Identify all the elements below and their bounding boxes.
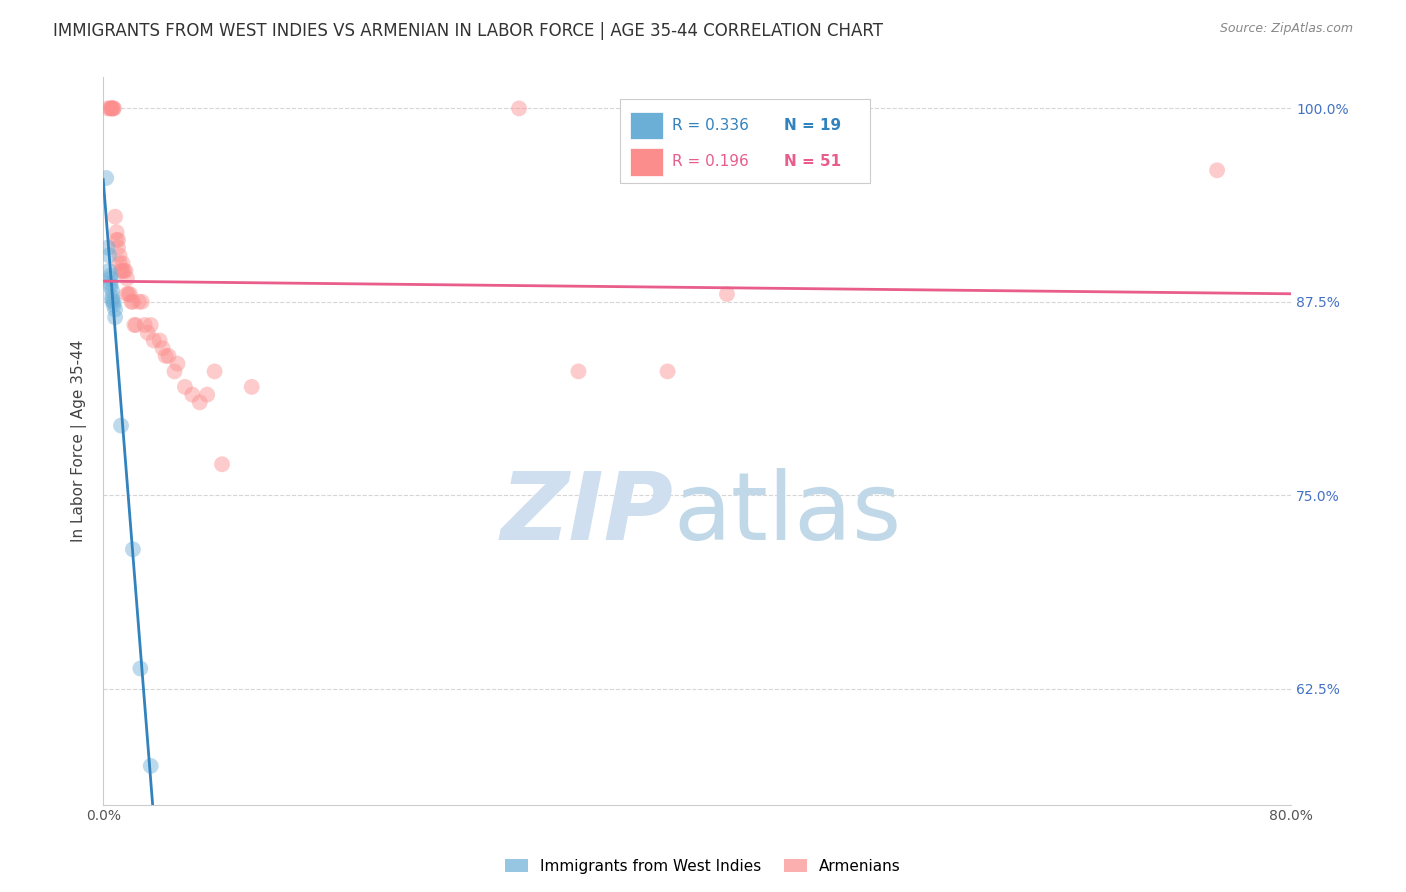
Point xyxy=(567,364,589,378)
Point xyxy=(101,102,124,116)
Point xyxy=(117,287,139,301)
Point xyxy=(149,334,172,348)
Point xyxy=(122,542,145,557)
Point xyxy=(131,294,153,309)
Point xyxy=(115,271,138,285)
Point xyxy=(100,279,122,293)
Point xyxy=(114,264,136,278)
Point xyxy=(195,387,218,401)
Point xyxy=(155,349,177,363)
Point xyxy=(157,349,180,363)
Point xyxy=(166,357,188,371)
Point xyxy=(96,171,118,186)
Point xyxy=(107,241,129,255)
Point xyxy=(111,256,134,270)
Text: N = 19: N = 19 xyxy=(785,118,841,133)
Point xyxy=(97,241,120,255)
Point xyxy=(142,334,165,348)
Point xyxy=(124,318,146,332)
Text: ZIP: ZIP xyxy=(501,467,673,560)
Text: atlas: atlas xyxy=(673,467,901,560)
Point xyxy=(716,287,738,301)
Point xyxy=(128,294,150,309)
Point xyxy=(104,310,127,325)
Point xyxy=(181,387,204,401)
Point xyxy=(112,264,135,278)
Point xyxy=(98,264,121,278)
Point xyxy=(103,102,125,116)
Point xyxy=(101,290,124,304)
Point xyxy=(174,380,197,394)
Point xyxy=(657,364,679,378)
Point xyxy=(136,326,159,340)
Point xyxy=(111,264,134,278)
Bar xyxy=(620,99,869,183)
Point xyxy=(110,418,132,433)
Point xyxy=(100,268,122,283)
Text: R = 0.336: R = 0.336 xyxy=(672,118,749,133)
Point xyxy=(139,759,162,773)
FancyBboxPatch shape xyxy=(630,112,662,139)
Point xyxy=(103,298,125,312)
Point xyxy=(101,284,124,298)
Point xyxy=(100,102,122,116)
Point xyxy=(115,287,138,301)
Point xyxy=(118,287,141,301)
Point xyxy=(125,318,148,332)
Text: R = 0.196: R = 0.196 xyxy=(672,154,749,169)
Point xyxy=(107,233,129,247)
Point xyxy=(163,364,186,378)
Point xyxy=(100,102,122,116)
Point xyxy=(139,318,162,332)
Point xyxy=(152,341,174,355)
Point xyxy=(104,302,127,317)
Point xyxy=(108,256,131,270)
Point xyxy=(1206,163,1229,178)
Text: Source: ZipAtlas.com: Source: ZipAtlas.com xyxy=(1219,22,1353,36)
Legend: Immigrants from West Indies, Armenians: Immigrants from West Indies, Armenians xyxy=(499,853,907,880)
Point xyxy=(105,233,128,247)
Point xyxy=(105,225,128,239)
Point xyxy=(108,248,131,262)
Point xyxy=(100,277,122,291)
Point xyxy=(98,248,121,262)
Text: IMMIGRANTS FROM WEST INDIES VS ARMENIAN IN LABOR FORCE | AGE 35-44 CORRELATION C: IMMIGRANTS FROM WEST INDIES VS ARMENIAN … xyxy=(53,22,883,40)
Point xyxy=(104,210,127,224)
Point xyxy=(508,102,530,116)
Point xyxy=(97,102,120,116)
Point xyxy=(129,661,152,675)
Point xyxy=(101,293,124,308)
Point xyxy=(103,294,125,309)
Point xyxy=(110,264,132,278)
Point xyxy=(101,102,124,116)
Point xyxy=(100,271,122,285)
Point xyxy=(122,294,145,309)
FancyBboxPatch shape xyxy=(630,148,662,176)
Point xyxy=(103,102,125,116)
Point xyxy=(204,364,226,378)
Text: N = 51: N = 51 xyxy=(785,154,841,169)
Y-axis label: In Labor Force | Age 35-44: In Labor Force | Age 35-44 xyxy=(72,340,87,542)
Point xyxy=(240,380,263,394)
Point xyxy=(134,318,156,332)
Point xyxy=(120,294,142,309)
Point xyxy=(211,457,233,471)
Point xyxy=(188,395,211,409)
